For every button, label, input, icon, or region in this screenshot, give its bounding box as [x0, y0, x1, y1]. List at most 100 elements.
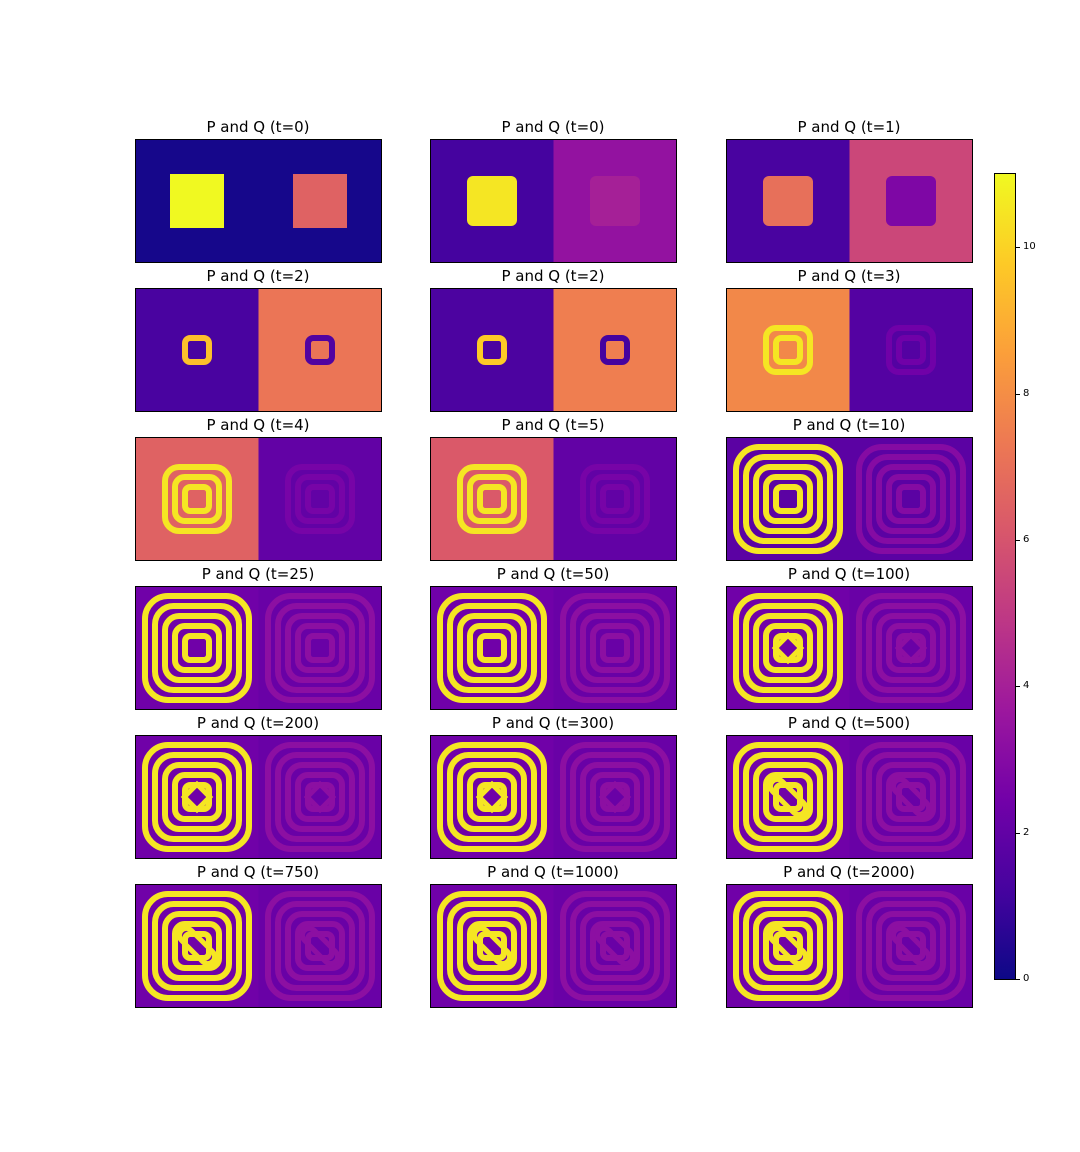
heatmap-svg [431, 885, 676, 1007]
p-ring [753, 762, 823, 832]
p-stadium [767, 925, 809, 967]
p-ring [733, 742, 843, 852]
q-ring [570, 901, 660, 991]
p-ring [763, 474, 813, 524]
q-ring [275, 752, 365, 842]
heatmap-panel [135, 586, 382, 710]
q-ring [580, 911, 650, 981]
heatmap-svg [431, 289, 676, 411]
heatmap-panel [430, 288, 677, 412]
p-ring [142, 742, 252, 852]
panel-title: P and Q (t=2) [501, 267, 605, 285]
panel-title: P and Q (t=300) [491, 714, 615, 732]
p-diamond [771, 631, 805, 665]
p-ring [763, 325, 813, 375]
heatmap-panel [726, 735, 973, 859]
p-ring [733, 593, 843, 703]
heatmap-svg [136, 289, 381, 411]
q-stadium [890, 776, 932, 818]
q-diamond [894, 631, 928, 665]
p-square [467, 176, 517, 226]
q-ring [570, 603, 660, 693]
heatmap-svg [136, 885, 381, 1007]
p-ring [733, 891, 843, 1001]
q-ring [305, 335, 335, 365]
p-ring [162, 762, 232, 832]
panel-title: P and Q (t=3) [797, 267, 901, 285]
heatmap-panel [726, 288, 973, 412]
q-field [258, 438, 381, 560]
panel-title: P and Q (t=4) [206, 416, 310, 434]
panel-title: P and Q (t=5) [501, 416, 605, 434]
p-ring [172, 474, 222, 524]
p-field [431, 438, 554, 560]
colorbar-tick-label: 10 [1023, 241, 1036, 252]
p-ring [162, 464, 232, 534]
heatmap-svg [727, 438, 972, 560]
heatmap-panel [430, 735, 677, 859]
q-ring [305, 633, 335, 663]
p-ring [182, 335, 212, 365]
colorbar-tick [1016, 540, 1020, 541]
q-ring [285, 911, 355, 981]
heatmap-panel [135, 884, 382, 1008]
colorbar-tick-label: 2 [1023, 827, 1030, 838]
q-ring [295, 921, 345, 971]
q-field [258, 289, 381, 411]
panel-title: P and Q (t=1000) [487, 863, 619, 881]
p-ring [467, 474, 517, 524]
p-ring [763, 772, 813, 822]
p-ring [457, 464, 527, 534]
q-ring [600, 633, 630, 663]
panel-title: P and Q (t=10) [792, 416, 906, 434]
p-ring [753, 911, 823, 981]
q-ring [285, 762, 355, 832]
colorbar-tick-label: 6 [1023, 534, 1030, 545]
p-diamond [475, 780, 509, 814]
q-ring [580, 464, 650, 534]
heatmap-svg [136, 736, 381, 858]
colorbar-tick [1016, 247, 1020, 248]
p-ring [437, 891, 547, 1001]
q-ring [886, 921, 936, 971]
q-ring [580, 613, 650, 683]
q-ring [856, 891, 966, 1001]
panel-title: P and Q (t=100) [787, 565, 911, 583]
q-ring [560, 742, 670, 852]
q-ring [600, 484, 630, 514]
q-ring [886, 772, 936, 822]
heatmap-panel [430, 586, 677, 710]
p-ring [172, 921, 222, 971]
q-ring [896, 484, 926, 514]
p-ring [172, 772, 222, 822]
p-field [136, 438, 259, 560]
q-ring [876, 762, 946, 832]
p-ring [182, 484, 212, 514]
q-square [293, 174, 347, 228]
heatmap-panel [726, 586, 973, 710]
q-ring [590, 921, 640, 971]
panel-title: P and Q (t=25) [201, 565, 315, 583]
heatmap-panel [430, 139, 677, 263]
q-field [553, 438, 676, 560]
q-ring [265, 593, 375, 703]
p-ring [467, 623, 517, 673]
p-ring [477, 335, 507, 365]
heatmap-panel [726, 884, 973, 1008]
heatmap-panel [726, 437, 973, 561]
q-ring [590, 623, 640, 673]
p-ring [142, 593, 252, 703]
p-ring [457, 613, 527, 683]
q-stadium [299, 925, 341, 967]
p-ring [753, 464, 823, 534]
p-ring [457, 911, 527, 981]
q-stadium [890, 925, 932, 967]
p-ring [773, 335, 803, 365]
colorbar-tick [1016, 979, 1020, 980]
p-ring [477, 633, 507, 663]
p-ring [467, 772, 517, 822]
q-ring [866, 454, 956, 544]
q-ring [886, 474, 936, 524]
q-ring [600, 335, 630, 365]
panel-title: P and Q (t=1) [797, 118, 901, 136]
